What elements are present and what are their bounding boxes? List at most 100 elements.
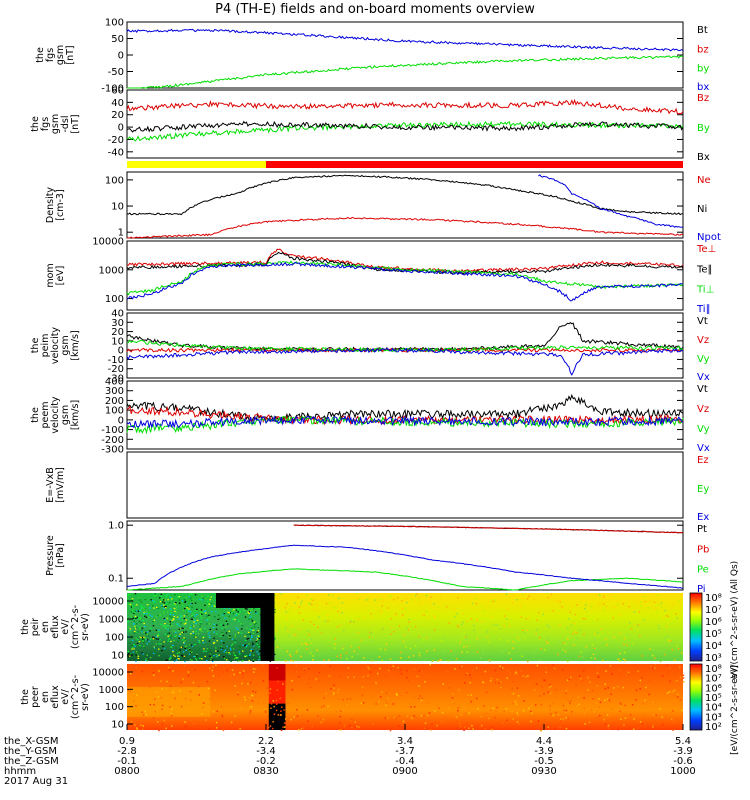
ytick-label: -50 [108, 67, 124, 78]
spectrogram-pixel [400, 651, 402, 654]
spectrogram-pixel [511, 687, 513, 690]
spectrogram-pixel [135, 627, 138, 629]
spectrogram-pixel [280, 710, 282, 712]
spectrogram-pixel [395, 625, 397, 628]
spectrogram-pixel [644, 713, 646, 715]
spectrogram-pixel [178, 655, 180, 657]
spectrogram-pixel [332, 694, 335, 696]
spectrogram-pixel [418, 636, 420, 638]
spectrogram-pixel [298, 606, 301, 608]
spectrogram-pixel [314, 690, 316, 692]
spectrogram-pixel [406, 715, 409, 718]
spectrogram-pixel [172, 614, 175, 616]
spectrogram-pixel [604, 699, 606, 701]
spectrogram-pixel [258, 646, 260, 648]
spectrogram-pixel [389, 594, 392, 597]
spectrogram-pixel [681, 691, 684, 693]
spectrogram-pixel [255, 640, 257, 643]
spectrogram-pixel [269, 725, 272, 727]
spectrogram-pixel [641, 677, 643, 679]
ylabel-line: eV/ [60, 688, 71, 704]
spectrogram-pixel [457, 707, 460, 709]
spectrogram-pixel [526, 598, 529, 600]
spectrogram-pixel [677, 648, 680, 650]
spectrogram-pixel [619, 652, 621, 655]
spectrogram-pixel [143, 646, 146, 648]
spectrogram-pixel [445, 606, 448, 608]
spectrogram-pixel [667, 672, 669, 674]
spectrogram-pixel [516, 672, 518, 675]
spectrogram-pixel [289, 654, 291, 656]
spectrogram-pixel [155, 643, 157, 645]
spectrogram-pixel [540, 648, 543, 650]
spectrogram-pixel [672, 729, 674, 731]
ytick-label: 1000 [99, 265, 124, 276]
spectrogram-pixel [237, 660, 240, 662]
spectrogram-pixel [359, 668, 362, 670]
spectrogram-pixel [214, 647, 217, 649]
spectrogram-pixel [309, 652, 312, 654]
spectrogram-pixel [224, 617, 226, 619]
spectrogram-pixel [215, 653, 217, 656]
spectrogram-pixel [202, 637, 205, 639]
spectrogram-pixel [480, 724, 483, 727]
spectrogram-pixel [482, 681, 485, 684]
spectrogram-pixel [603, 594, 605, 597]
spectrogram-pixel [134, 615, 137, 617]
spectrogram-pixel [230, 612, 233, 614]
spectrogram-pixel [671, 690, 674, 693]
spectrogram-pixel [208, 636, 210, 638]
panel-peer_spectrum: the peer en eflux eV/(cm^2-s-sr-eV)100001000… [20, 663, 722, 733]
panel-velocity_peem: the peem velocity gsm [km/s]4003002001000-10… [30, 377, 710, 456]
spectrogram-pixel [411, 599, 413, 601]
spectrogram-pixel [236, 653, 239, 655]
spectrogram-pixel [153, 621, 155, 623]
spectrogram-pixel [180, 615, 182, 617]
spectrogram-pixel [464, 712, 467, 714]
spectrogram-pixel [306, 594, 308, 596]
spectrogram-pixel [649, 600, 651, 603]
spectrogram-pixel [372, 723, 374, 725]
spectrogram-pixel [453, 691, 455, 693]
spectrogram-pixel [249, 628, 251, 630]
series-line [126, 544, 684, 589]
spectrogram-pixel [185, 596, 188, 599]
spectrogram-pixel [661, 675, 664, 677]
footer-value: 0830 [253, 766, 278, 777]
spectrogram-pixel [362, 657, 365, 659]
spectrogram-pixel [414, 696, 417, 698]
spectrogram-pixel [536, 664, 539, 667]
spectrogram-pixel [183, 627, 185, 629]
spectrogram-pixel [230, 644, 233, 646]
spectrogram-pixel [681, 709, 683, 712]
spectrogram-pixel [143, 639, 145, 641]
spectrogram-pixel [248, 610, 251, 613]
spectrogram-pixel [550, 685, 552, 688]
spectrogram-pixel [522, 710, 525, 712]
spectrogram-pixel [356, 725, 358, 728]
spectrogram-pixel [512, 594, 515, 597]
spectrogram-pixel [190, 633, 192, 635]
mode-bar-fast [266, 161, 683, 168]
footer-row-label: the_Z-GSM [4, 756, 59, 767]
spectrogram-pixel [134, 645, 136, 647]
ytick-label: 10000 [92, 668, 124, 679]
spectrogram-pixel [411, 716, 413, 719]
spectrogram-pixel [244, 644, 247, 646]
spectrogram-pixel [429, 664, 431, 666]
spectrogram-pixel [465, 636, 467, 638]
spectrogram-pixel [308, 633, 310, 636]
spectrogram-pixel [547, 642, 549, 644]
spectrogram-pixel [528, 595, 530, 597]
spectrogram-pixel [222, 634, 225, 637]
spectrogram-pixel [163, 604, 165, 606]
spectrogram-pixel [678, 667, 681, 669]
spectrogram-pixel [172, 692, 175, 694]
spectrogram-pixel [324, 620, 327, 623]
spectrogram-pixel [580, 677, 582, 680]
spectrogram-pixel [633, 665, 635, 667]
spectrogram-pixel [465, 638, 468, 640]
spectrogram-pixel [198, 642, 201, 644]
spectrogram-pixel [236, 613, 238, 615]
